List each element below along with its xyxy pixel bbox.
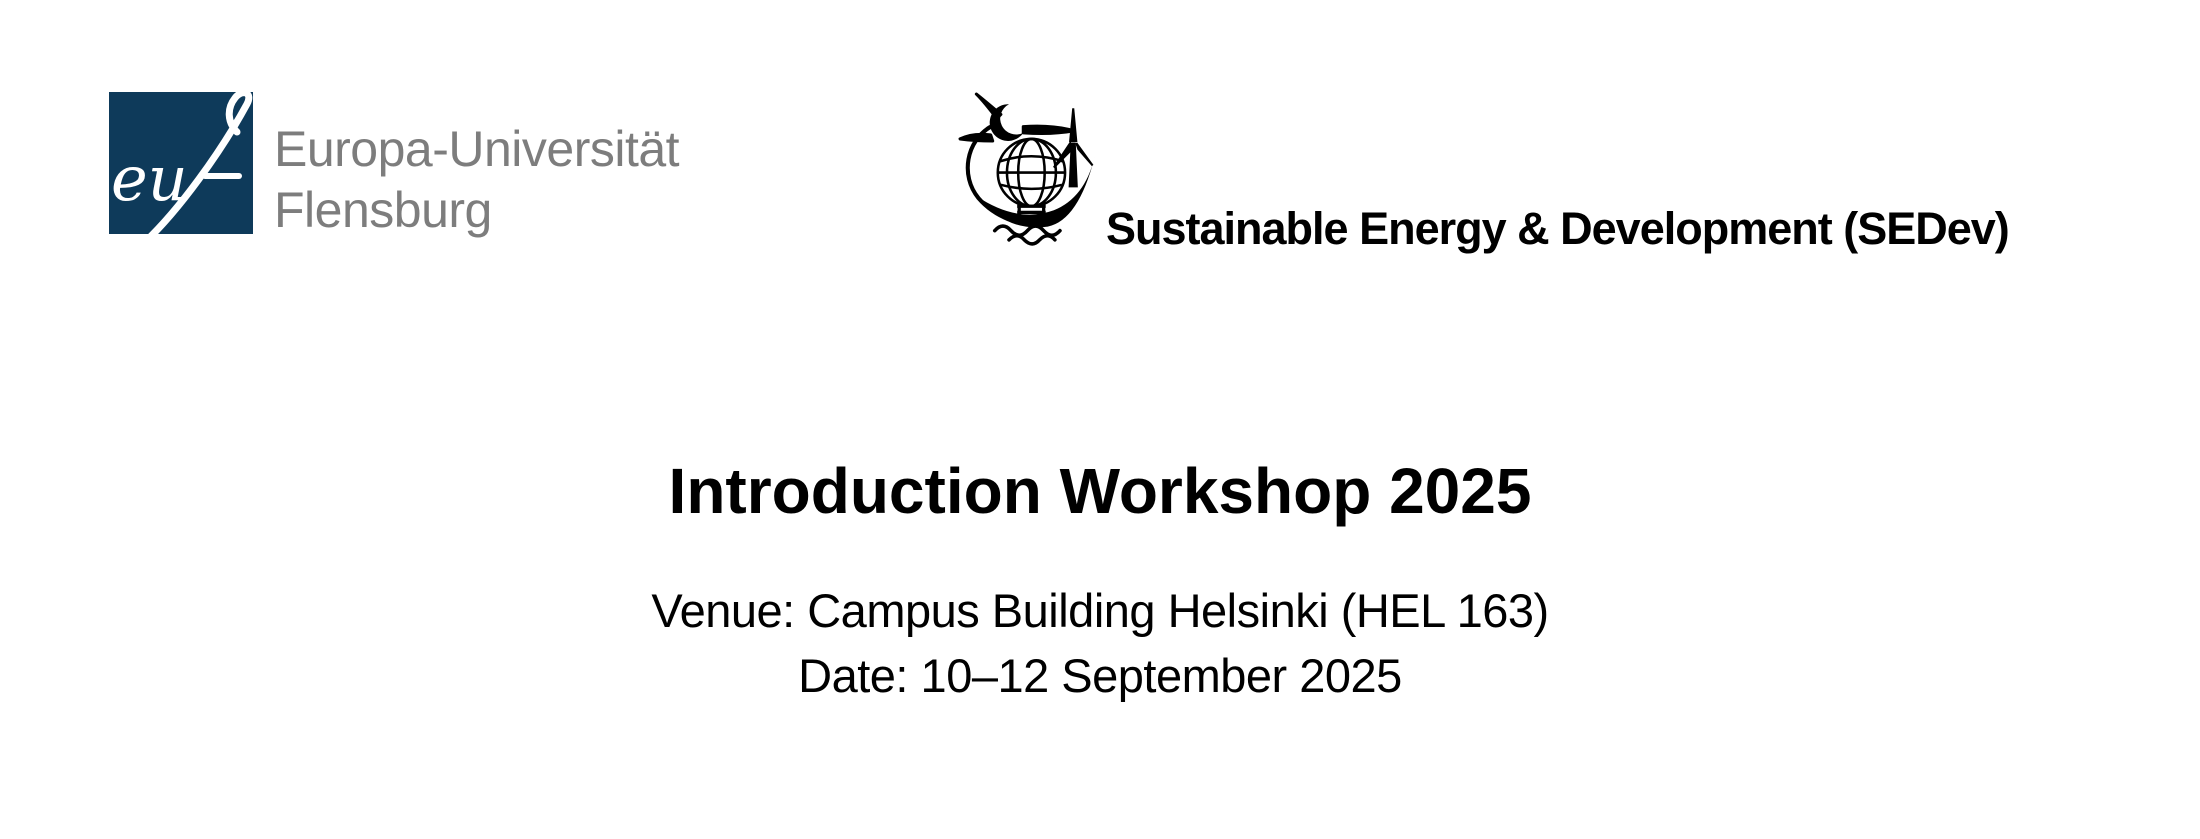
- page-title: Introduction Workshop 2025: [668, 455, 1532, 527]
- euf-monogram-text: eu: [111, 142, 188, 215]
- sedev-label: Sustainable Energy & Development (SEDev): [1106, 203, 2010, 254]
- euf-monogram-icon: eu: [109, 89, 253, 246]
- sedev-globe-windturbine-icon: [958, 92, 1095, 246]
- venue-line: Venue: Campus Building Helsinki (HEL 163…: [651, 584, 1549, 637]
- euf-wordmark-line2: Flensburg: [274, 182, 492, 238]
- euf-wordmark-line1: Europa-Universität: [274, 121, 680, 177]
- euf-f-stroke: [141, 89, 253, 246]
- date-line: Date: 10–12 September 2025: [798, 649, 1402, 702]
- euf-wordmark: Europa-Universität Flensburg: [274, 119, 680, 241]
